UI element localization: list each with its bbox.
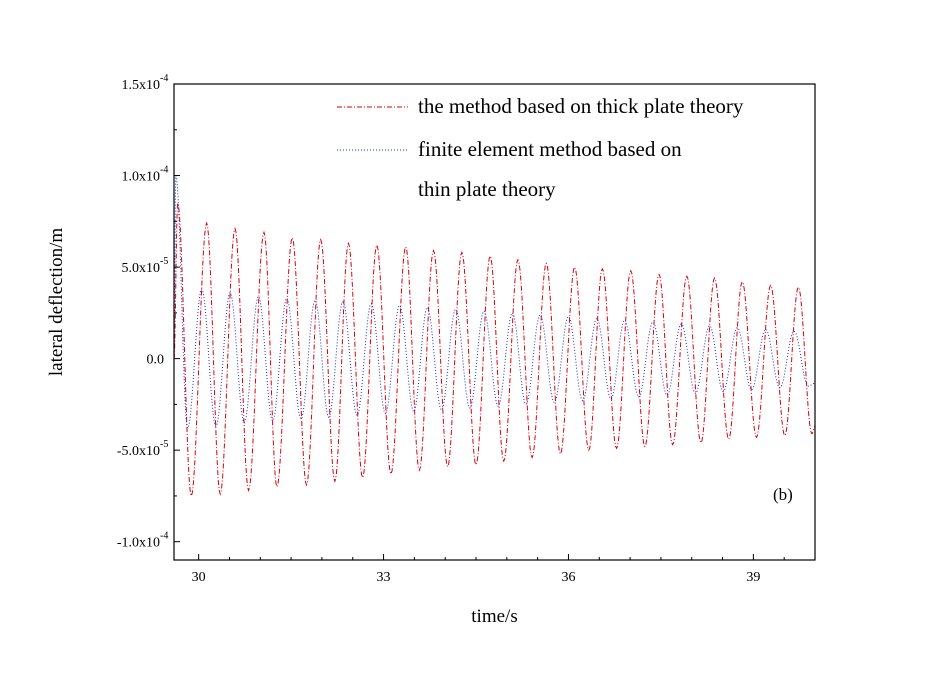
y-tick-exponent: -4 [160,165,168,176]
y-axis-title: lateral deflection/m [46,228,67,376]
y-tick-exponent: -5 [160,256,168,267]
y-tick-label: -5.0x10 [117,444,160,459]
series-line-0 [173,202,816,498]
y-tick-label: -1.0x10 [117,536,160,551]
x-tick-label: 36 [561,570,575,585]
y-tick-label: 1.5x10 [122,78,161,93]
y-tick-exponent: -4 [160,531,168,542]
y-tick-label: 0.0 [147,353,165,368]
y-tick-label: 5.0x10 [122,261,161,276]
x-tick-label: 39 [746,570,760,585]
x-axis-title: time/s [471,606,517,627]
plot-frame [173,83,816,561]
x-tick-label: 33 [377,570,391,585]
legend-label: the method based on thick plate theory [418,94,744,118]
y-tick-exponent: -5 [160,439,168,450]
x-axis-ticks: 30 33 36 39 [192,554,816,585]
legend-label: thin plate theory [418,177,556,201]
series-line-1 [173,175,816,430]
panel-label: (b) [773,485,793,504]
x-tick-label: 30 [192,570,206,585]
y-tick-label: 1.0x10 [122,170,161,185]
legend: the method based on thick plate theory fi… [337,94,744,201]
series-layer [173,175,816,498]
y-axis-ticks: 1.5x10 -41.0x10 -45.0x10 -50.0-5.0x10 -5-1.0… [117,73,180,551]
y-tick-exponent: -4 [160,73,168,84]
legend-label: finite element method based on [418,137,682,161]
